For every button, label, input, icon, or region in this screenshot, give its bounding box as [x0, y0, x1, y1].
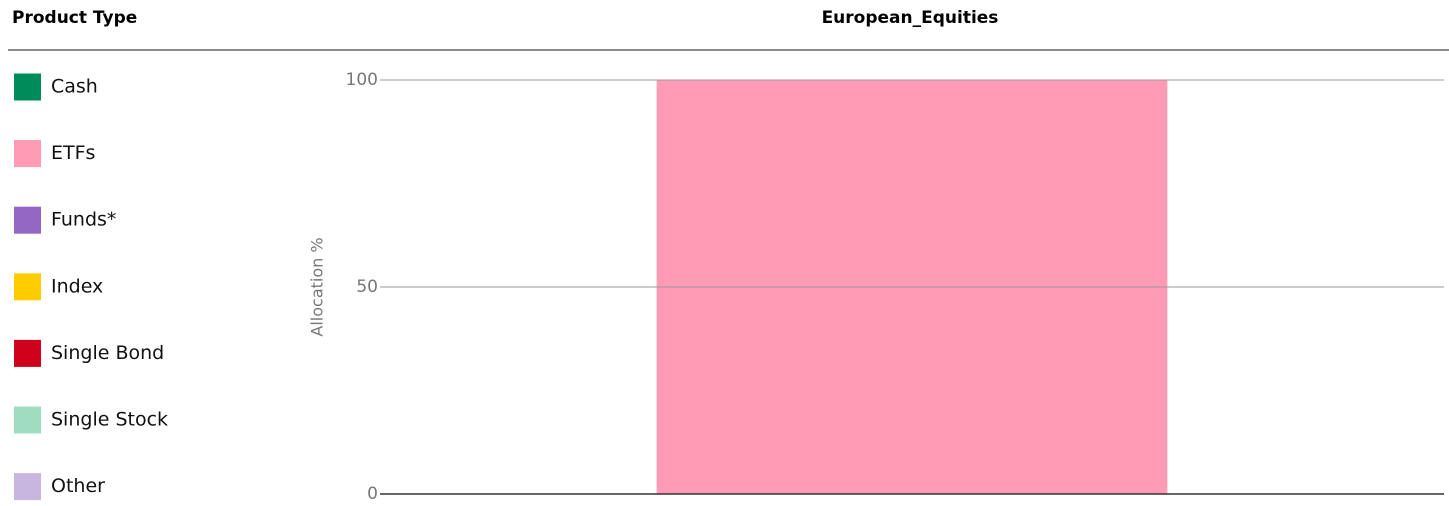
legend-swatch: [14, 206, 41, 234]
legend-label: Index: [51, 275, 103, 297]
legend-label: Single Stock: [51, 409, 168, 431]
y-axis-label: Allocation %: [308, 237, 327, 336]
legend-swatch: [14, 140, 41, 168]
legend-title: Product Type: [12, 8, 137, 28]
legend-swatch: [14, 73, 41, 101]
y-tick-label: 50: [356, 277, 378, 297]
chart-title: European_Equities: [822, 8, 999, 28]
y-tick-label: 100: [346, 70, 378, 90]
legend-label: Other: [51, 475, 105, 497]
legend-swatch: [14, 406, 41, 434]
legend-label: ETFs: [51, 142, 95, 164]
legend-label: Cash: [51, 76, 98, 98]
legend-label: Funds*: [51, 209, 116, 231]
legend-label: Single Bond: [51, 342, 164, 364]
legend-swatch: [14, 473, 41, 501]
legend-swatch: [14, 339, 41, 367]
legend-swatch: [14, 273, 41, 301]
y-tick-label: 0: [367, 484, 378, 504]
